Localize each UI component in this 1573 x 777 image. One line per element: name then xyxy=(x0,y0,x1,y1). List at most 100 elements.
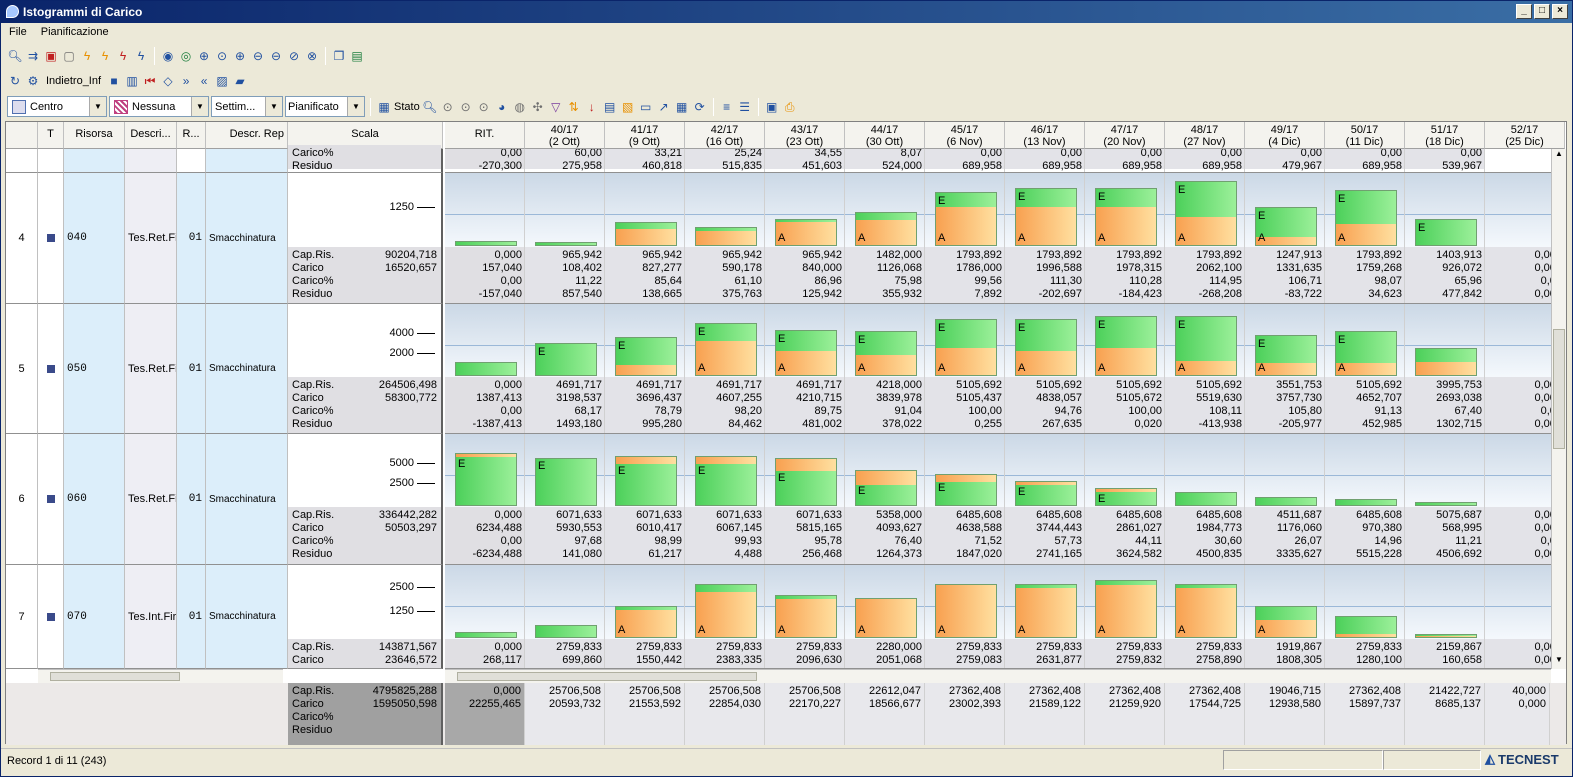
zoom-in-icon[interactable]: ⊕ xyxy=(234,48,246,63)
load-bar[interactable]: A xyxy=(775,219,837,246)
histogram-cell[interactable] xyxy=(1485,173,1551,248)
load-bar[interactable]: E xyxy=(855,470,917,506)
forward-icon[interactable]: » xyxy=(182,73,190,88)
histogram-cell[interactable]: E xyxy=(605,304,684,378)
histogram-cell[interactable]: E xyxy=(1405,173,1484,248)
pianificato-combo[interactable]: Pianificato ▼ xyxy=(285,96,365,117)
magnifier-icon[interactable]: 🔍︎ xyxy=(422,99,438,114)
trend-icon[interactable]: ↗ xyxy=(658,99,669,114)
new-document-icon[interactable]: ▢ xyxy=(63,48,75,63)
reload-icon[interactable]: ⟳ xyxy=(694,99,705,114)
r-cell[interactable]: 01 xyxy=(177,434,206,565)
zoom-width-icon[interactable]: ⊘ xyxy=(288,48,300,63)
load-bar[interactable]: E xyxy=(455,453,517,506)
header-week[interactable]: 42/17 (16 Ott) xyxy=(685,122,765,149)
risorsa-cell[interactable]: 050 xyxy=(64,304,125,434)
load-bar[interactable] xyxy=(695,227,757,246)
load-bar[interactable]: E xyxy=(935,474,997,506)
load-bar[interactable] xyxy=(1415,502,1477,506)
histogram-cell[interactable]: A xyxy=(1085,565,1164,640)
histogram-cell[interactable] xyxy=(1485,434,1551,508)
histogram-cell[interactable] xyxy=(1405,565,1484,640)
list-2-icon[interactable]: ☰ xyxy=(739,99,751,114)
histogram-cell[interactable] xyxy=(685,173,764,248)
histogram-cell[interactable] xyxy=(445,173,524,248)
header-week[interactable]: 43/17 (23 Ott) xyxy=(765,122,845,149)
description-cell[interactable]: Tes.Ret.Fi xyxy=(125,434,177,565)
histogram-cell[interactable]: E xyxy=(525,304,604,378)
risorsa-cell[interactable]: 040 xyxy=(64,173,125,304)
horizontal-scrollbar-left[interactable] xyxy=(38,669,283,683)
chevron-down-icon[interactable]: ▼ xyxy=(265,97,282,116)
chevron-down-icon[interactable]: ▼ xyxy=(347,97,364,116)
histogram-cell[interactable] xyxy=(445,565,524,640)
histogram-cell[interactable]: A xyxy=(1245,565,1324,640)
histogram-cell[interactable]: A xyxy=(1005,565,1084,640)
header-t[interactable]: T xyxy=(38,122,64,149)
zoom-fit-icon[interactable]: ⊕ xyxy=(198,48,210,63)
histogram-cell[interactable]: A xyxy=(605,565,684,640)
period-combo[interactable]: Settim... ▼ xyxy=(211,96,283,117)
export-2-icon[interactable]: ▧ xyxy=(622,99,634,114)
backward-icon[interactable]: « xyxy=(200,73,208,88)
header-descr-rep[interactable]: Descr. Rep xyxy=(206,122,288,149)
load-bar[interactable] xyxy=(615,222,677,246)
zoom-out-icon[interactable]: ⊖ xyxy=(252,48,264,63)
histogram-cell[interactable]: E xyxy=(605,434,684,508)
grid-icon[interactable]: ▦ xyxy=(378,99,390,114)
reparto-cell[interactable]: Smacchinatura xyxy=(206,434,288,565)
reparto-cell[interactable]: Smacchinatura xyxy=(206,173,288,304)
risorsa-cell[interactable]: 060 xyxy=(64,434,125,565)
load-bar[interactable] xyxy=(455,362,517,376)
load-bar[interactable]: A xyxy=(775,595,837,638)
r-cell[interactable]: 01 xyxy=(177,304,206,434)
histogram-cell[interactable] xyxy=(525,565,604,640)
header-week[interactable]: 50/17 (11 Dic) xyxy=(1325,122,1405,149)
histogram-cell[interactable]: E xyxy=(765,434,844,508)
folder-icon[interactable]: ▰ xyxy=(235,73,245,88)
load-bar[interactable]: A xyxy=(935,584,997,638)
histogram-cell[interactable] xyxy=(1485,565,1551,640)
reparto-cell[interactable]: Smacchinatura xyxy=(206,565,288,669)
header-week[interactable]: 47/17 (20 Nov) xyxy=(1085,122,1165,149)
header-week[interactable]: 52/17 (25 Dic) xyxy=(1485,122,1565,149)
load-bar[interactable]: E xyxy=(1015,481,1077,506)
lightning-4-icon[interactable]: ϟ xyxy=(137,48,145,63)
histogram-cell[interactable]: E xyxy=(445,434,524,508)
calendar-icon[interactable]: ▣ xyxy=(766,99,778,114)
close-button[interactable]: × xyxy=(1552,4,1568,19)
histogram-cell[interactable] xyxy=(1405,304,1484,378)
load-bar[interactable]: E xyxy=(535,343,597,376)
histogram-cell[interactable] xyxy=(1405,434,1484,508)
report-icon[interactable]: ▤ xyxy=(604,99,616,114)
load-bar[interactable]: A xyxy=(615,606,677,638)
histogram-cell[interactable]: E xyxy=(1085,434,1164,508)
zoom-refresh-icon[interactable]: ◎ xyxy=(180,48,192,63)
load-bar[interactable]: A xyxy=(855,598,917,638)
histogram-cell[interactable] xyxy=(1325,565,1404,640)
row-number[interactable]: 5 xyxy=(6,304,38,434)
row-number[interactable]: 6 xyxy=(6,434,38,565)
maximize-button[interactable]: □ xyxy=(1534,4,1550,19)
histogram-cell[interactable] xyxy=(525,173,604,248)
print-icon[interactable]: ▭ xyxy=(640,99,652,114)
r-cell[interactable]: 01 xyxy=(177,173,206,304)
tools-icon[interactable]: ✣ xyxy=(532,99,543,114)
description-cell[interactable]: Tes.Ret.Fi xyxy=(125,173,177,304)
scroll-down-icon[interactable]: ▼ xyxy=(1555,655,1563,664)
print-preview-icon[interactable]: ⎙ xyxy=(784,99,795,114)
lightning-icon[interactable]: ϟ xyxy=(83,48,91,63)
